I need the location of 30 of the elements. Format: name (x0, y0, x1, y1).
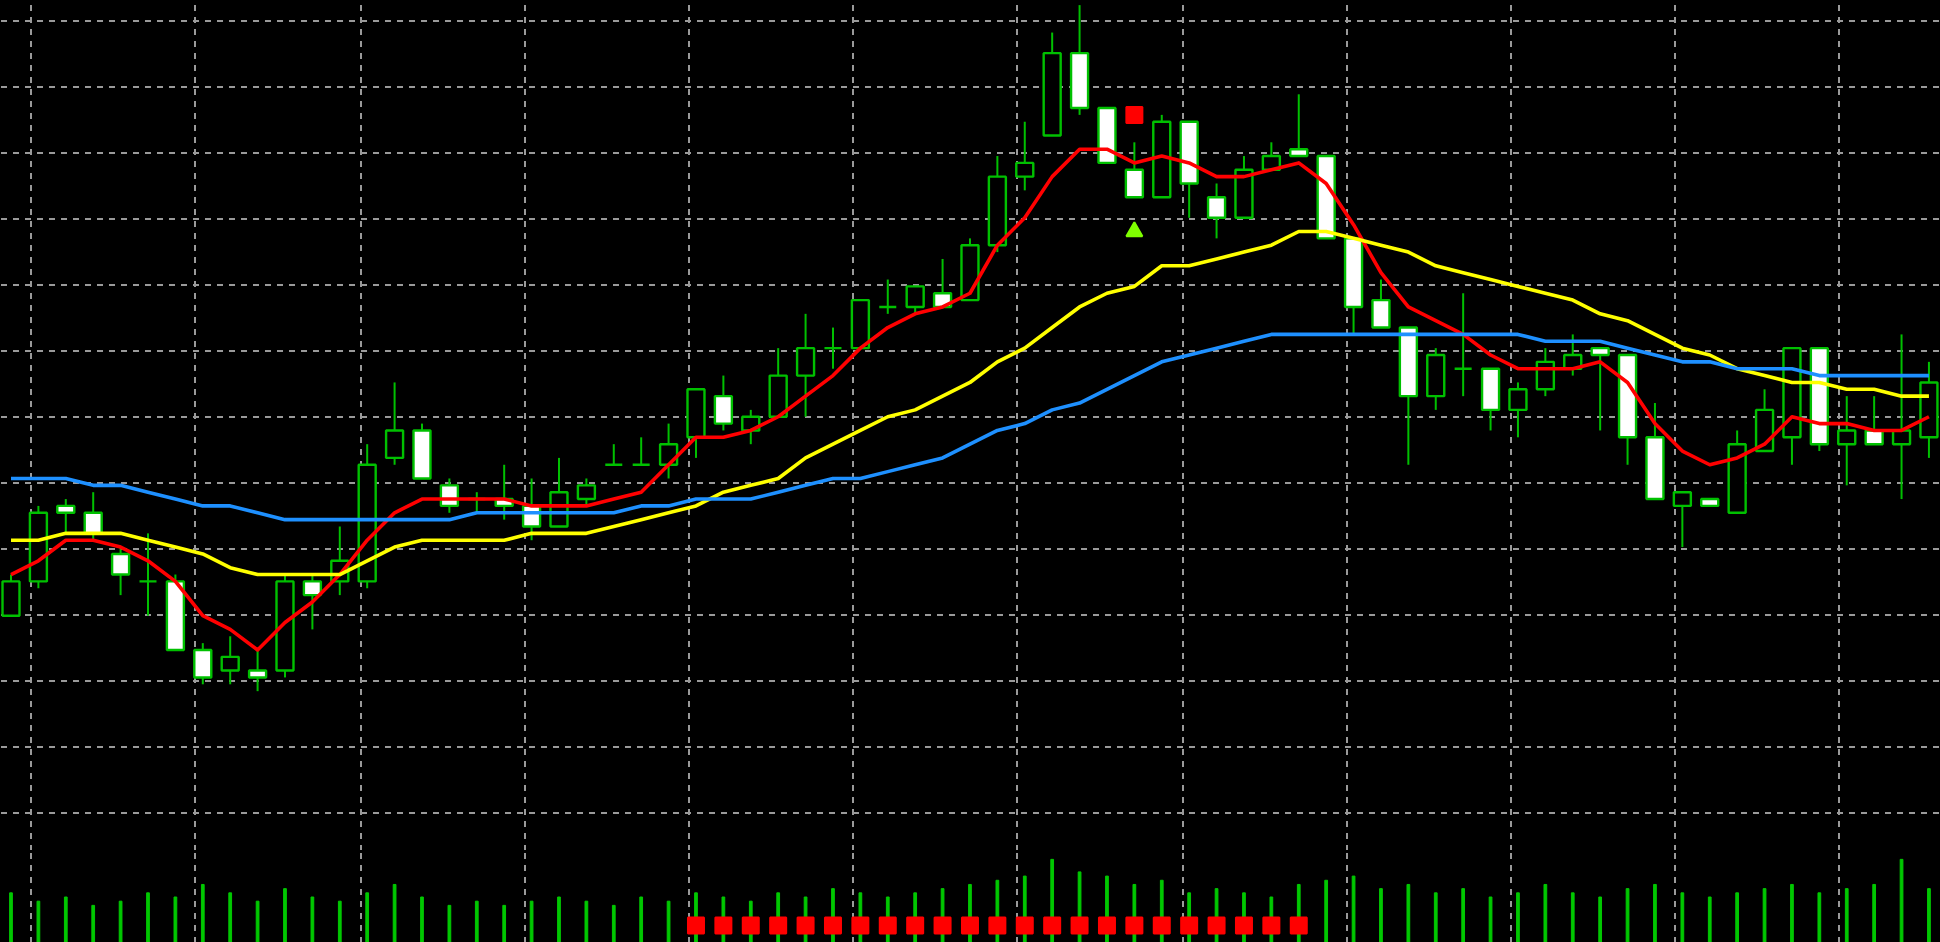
candlestick (576, 477, 597, 507)
candlestick (1508, 381, 1528, 439)
candlestick (1, 573, 21, 617)
candlestick (1371, 278, 1391, 329)
candlestick (110, 546, 131, 597)
candlestick (1124, 141, 1145, 199)
candlestick (1480, 367, 1501, 432)
candlestick (1289, 93, 1309, 158)
candlestick (384, 381, 405, 466)
candlestick (1672, 491, 1693, 549)
candlestick (768, 347, 788, 418)
candlestick (795, 312, 816, 418)
candlestick (905, 285, 925, 315)
candlestick (247, 648, 268, 693)
candlestick (56, 498, 76, 535)
candlestick (1206, 182, 1227, 240)
candlestick (193, 642, 213, 686)
candlestick (1015, 120, 1035, 192)
candlestick (1590, 346, 1610, 432)
candlestick (823, 326, 843, 370)
candlestick (302, 573, 323, 631)
candlestick (878, 278, 898, 315)
candlestick (220, 635, 240, 686)
candlestick (1426, 347, 1446, 411)
candlestick (1837, 395, 1857, 487)
candlestick (631, 436, 651, 466)
candlestick (604, 443, 624, 466)
candlestick (138, 532, 158, 617)
candlestick (1453, 292, 1473, 398)
candlestick (713, 374, 734, 432)
